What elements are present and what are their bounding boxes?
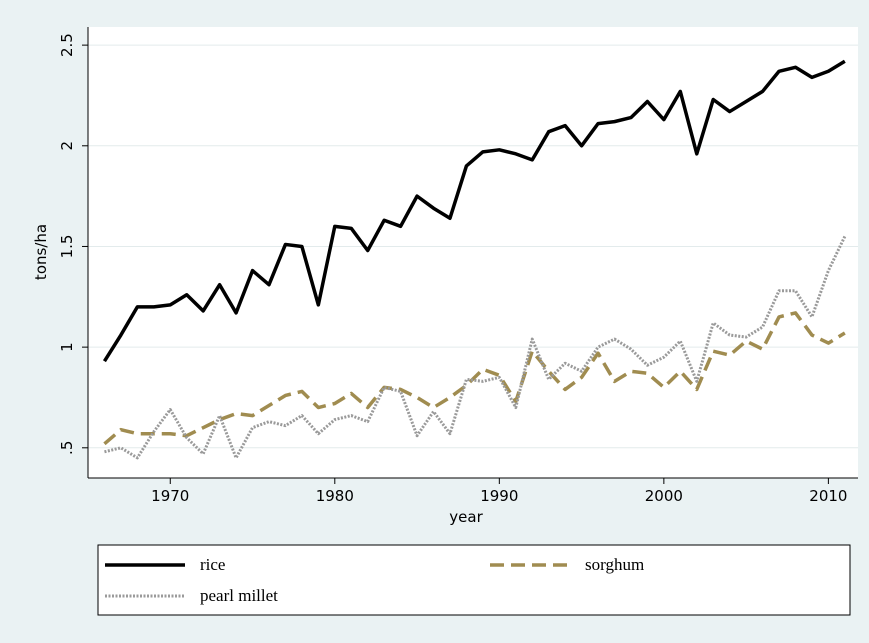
legend xyxy=(97,544,851,616)
y-tick-label: 2 xyxy=(58,141,76,151)
plot-area xyxy=(88,27,858,478)
x-tick-label: 2010 xyxy=(809,487,847,505)
legend-label: sorghum xyxy=(585,555,644,574)
legend-label: pearl millet xyxy=(200,586,278,605)
series-line xyxy=(103,311,846,446)
y-tick-label: .5 xyxy=(58,441,76,455)
x-tick-label: 1980 xyxy=(316,487,354,505)
x-tick-label: 1970 xyxy=(151,487,189,505)
y-tick-label: 1.5 xyxy=(58,235,76,259)
y-tick-label: 2.5 xyxy=(58,33,76,57)
legend-label: rice xyxy=(200,555,225,574)
x-tick-label: 1990 xyxy=(480,487,518,505)
series-line xyxy=(102,59,846,363)
y-tick-label: 1 xyxy=(58,342,76,352)
x-axis-title: year xyxy=(449,508,483,526)
x-tick-label: 2000 xyxy=(645,487,683,505)
y-axis-title: tons/ha xyxy=(32,224,50,280)
series-line xyxy=(104,235,847,460)
